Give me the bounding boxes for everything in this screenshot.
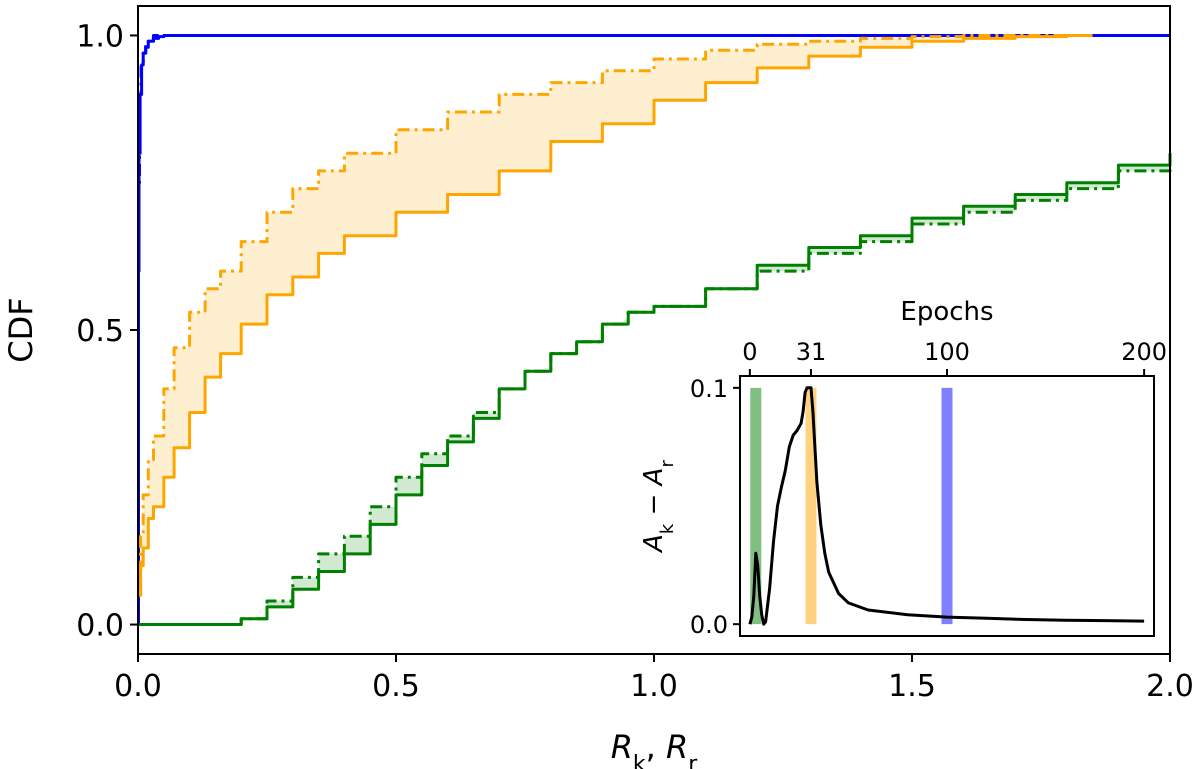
main-series-lines — [137, 34, 1172, 626]
series-gap-curve — [748, 386, 1145, 626]
x-tick-label: 2.0 — [1146, 669, 1194, 704]
inset-plot: 0 31 100 200 0.0 0.1 Epochs Ak − Ar — [639, 297, 1167, 639]
fill-band-orange — [138, 35, 1093, 596]
inset-ylabel-sub1: k — [657, 523, 678, 534]
inset-ylabel-sub2: r — [657, 460, 678, 468]
inset-ylabel-var2: A — [639, 468, 669, 488]
x-tick-label: 1.0 — [630, 669, 678, 704]
main-y-axis-label: CDF — [2, 297, 40, 362]
series-epoch-100-dashdot — [138, 153, 1172, 626]
series-epoch-100-solid — [138, 153, 1172, 626]
main-x-ticks: 0.0 0.5 1.0 1.5 2.0 — [114, 654, 1194, 704]
x-tick-label: 0.0 — [114, 669, 162, 704]
inset-y-ticks: 0.0 0.1 — [690, 375, 740, 639]
x-tick-label: 0.5 — [372, 669, 420, 704]
xlabel-var2: R — [666, 728, 688, 766]
inset-ylabel-op: − — [639, 485, 669, 523]
inset-x-tick-label: 100 — [924, 338, 970, 366]
main-x-axis-label: Rk, Rr — [611, 728, 699, 769]
xlabel-sub1: k — [633, 752, 646, 769]
y-tick-label: 0.0 — [76, 609, 124, 644]
series-epoch-31-dashdot — [138, 34, 1093, 597]
inset-x-tick-label: 200 — [1121, 338, 1167, 366]
xlabel-var1: R — [611, 728, 633, 766]
xlabel-sub2: r — [688, 752, 698, 769]
series-epoch-0-dashdot — [137, 34, 159, 626]
inset-top-axis-label: Epochs — [900, 297, 993, 327]
inset-y-tick-label: 0.0 — [690, 611, 728, 639]
inset-series-lines — [748, 386, 1145, 626]
xlabel-sep: , — [646, 728, 666, 766]
y-tick-label: 0.5 — [76, 314, 124, 349]
inset-x-tick-label: 0 — [742, 338, 757, 366]
inset-y-axis-label: Ak − Ar — [639, 460, 678, 554]
y-tick-label: 1.0 — [76, 19, 124, 54]
series-epoch-31-solid — [138, 34, 1093, 597]
main-y-ticks: 0.0 0.5 1.0 — [76, 19, 138, 644]
inset-ylabel-var1: A — [639, 534, 669, 554]
main-plot: 0.0 0.5 1.0 1.5 2.0 0.0 0.5 1.0 Rk, Rr CDF — [2, 5, 1194, 769]
x-tick-label: 1.5 — [888, 669, 936, 704]
inset-x-tick-label: 31 — [796, 338, 827, 366]
inset-top-x-ticks: 0 31 100 200 — [742, 338, 1167, 376]
inset-y-tick-label: 0.1 — [690, 375, 728, 403]
